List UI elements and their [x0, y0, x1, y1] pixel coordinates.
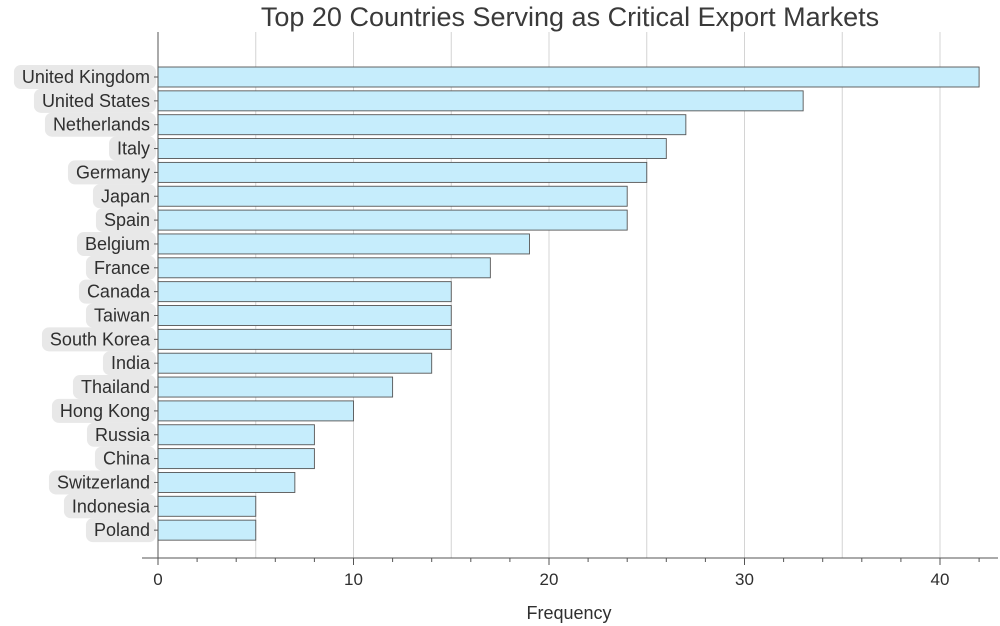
category-label: Japan — [101, 186, 150, 206]
category-label: Indonesia — [72, 496, 151, 516]
bar — [157, 161, 648, 183]
category-label-bg — [78, 279, 156, 304]
category-label-bg — [48, 470, 156, 495]
bar — [157, 138, 667, 160]
bar — [157, 233, 530, 255]
category-label-bg — [92, 184, 156, 209]
category-label-bg — [76, 231, 156, 256]
bar — [157, 448, 315, 470]
bar — [157, 66, 980, 88]
bar — [157, 114, 687, 136]
bar — [157, 519, 257, 541]
category-label: France — [94, 258, 150, 278]
category-label-bg — [94, 446, 156, 471]
bars — [157, 66, 980, 541]
axes: 0 10 20 30 40 — [142, 32, 998, 589]
category-label: South Korea — [50, 329, 151, 349]
chart-title: Top 20 Countries Serving as Critical Exp… — [261, 2, 879, 32]
bar — [157, 90, 804, 112]
x-axis-title: Frequency — [526, 603, 611, 623]
bar — [157, 352, 433, 374]
category-label-bg — [102, 351, 156, 376]
bar — [157, 376, 394, 398]
category-labels: United Kingdom United States Netherlands It… — [13, 65, 156, 543]
bar — [157, 209, 628, 231]
bar — [157, 257, 491, 279]
category-label-bg — [85, 255, 156, 280]
category-label: United States — [42, 91, 150, 111]
x-tick-label: 0 — [153, 570, 162, 589]
category-label: Thailand — [81, 377, 150, 397]
bar — [157, 400, 354, 422]
category-label-bg — [41, 327, 156, 352]
category-label-bg — [13, 65, 156, 89]
category-label-bg — [33, 88, 156, 113]
category-label: Canada — [87, 282, 151, 302]
category-label-bg — [85, 518, 156, 543]
category-label: United Kingdom — [22, 67, 150, 87]
category-label-bg — [95, 208, 156, 233]
category-label-bg — [85, 303, 156, 328]
category-label-bg — [67, 160, 156, 185]
bar — [157, 472, 296, 493]
bar — [157, 328, 452, 350]
category-label-bg — [108, 136, 156, 161]
bar — [157, 424, 315, 446]
category-label: India — [111, 353, 151, 373]
x-tick-label: 40 — [931, 570, 950, 589]
x-tick-label: 10 — [344, 570, 363, 589]
category-label-bg — [63, 494, 156, 519]
category-label-bg — [72, 375, 156, 400]
x-tick-label: 20 — [540, 570, 559, 589]
bar — [157, 185, 628, 207]
bar — [157, 305, 452, 326]
category-label-bg — [86, 422, 156, 447]
category-label: Russia — [95, 425, 151, 445]
category-label-bg — [44, 112, 156, 137]
category-label: Belgium — [85, 234, 150, 254]
category-label: Netherlands — [53, 115, 150, 135]
bar — [157, 495, 257, 517]
category-label-bg — [51, 398, 156, 423]
category-label: Hong Kong — [60, 401, 150, 421]
category-label: Poland — [94, 520, 150, 540]
category-label: Italy — [117, 139, 150, 159]
bar — [157, 281, 452, 303]
category-label: Switzerland — [57, 472, 150, 492]
category-label: Taiwan — [94, 306, 150, 326]
category-label: Germany — [76, 162, 150, 182]
category-label: China — [103, 449, 151, 469]
x-tick-label: 30 — [735, 570, 754, 589]
category-label: Spain — [104, 210, 150, 230]
